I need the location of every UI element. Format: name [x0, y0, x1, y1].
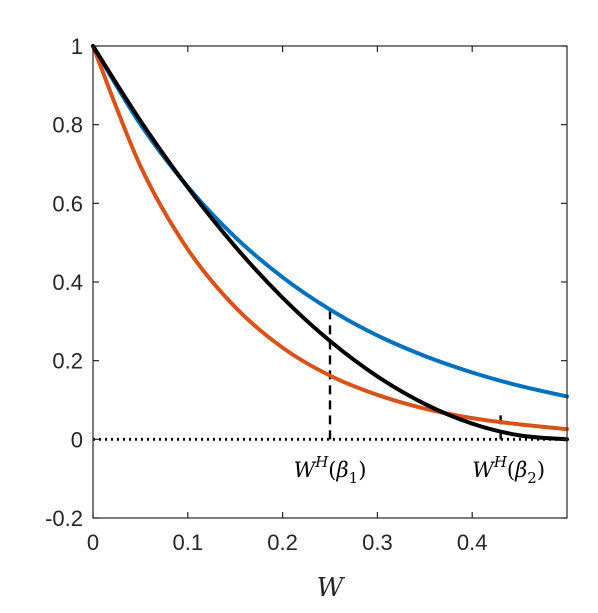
y-tick-label: 0: [71, 427, 83, 452]
y-tick-label: 0.2: [52, 349, 83, 374]
x-tick-label: 0.1: [173, 530, 204, 555]
series-lines: [91, 44, 569, 442]
x-tick-label: 0.3: [362, 530, 393, 555]
y-tick-label: 0.8: [52, 113, 83, 138]
y-tick-label: 1: [71, 34, 83, 59]
x-tick-label: 0: [87, 530, 99, 555]
y-tick-label: -0.2: [45, 506, 83, 531]
plot-background: [93, 46, 567, 518]
axes: -0.200.20.40.60.810 0.1 0.2 0.3 0.4: [45, 34, 568, 555]
x-tick-label: 0.4: [457, 530, 488, 555]
series-line-2: [91, 44, 569, 442]
x-axis-label: W: [317, 573, 346, 603]
y-tick-label: 0.6: [52, 191, 83, 216]
y-tick-label: 0.4: [52, 270, 83, 295]
plot-area: [93, 46, 567, 518]
annotations: WH(β1) WH(β2): [294, 453, 545, 487]
annotation-label-1: WH(β1): [294, 453, 367, 487]
annotation-label-2: WH(β2): [472, 453, 545, 487]
series-line-1: [91, 44, 569, 432]
x-tick-label: 0.2: [267, 530, 298, 555]
